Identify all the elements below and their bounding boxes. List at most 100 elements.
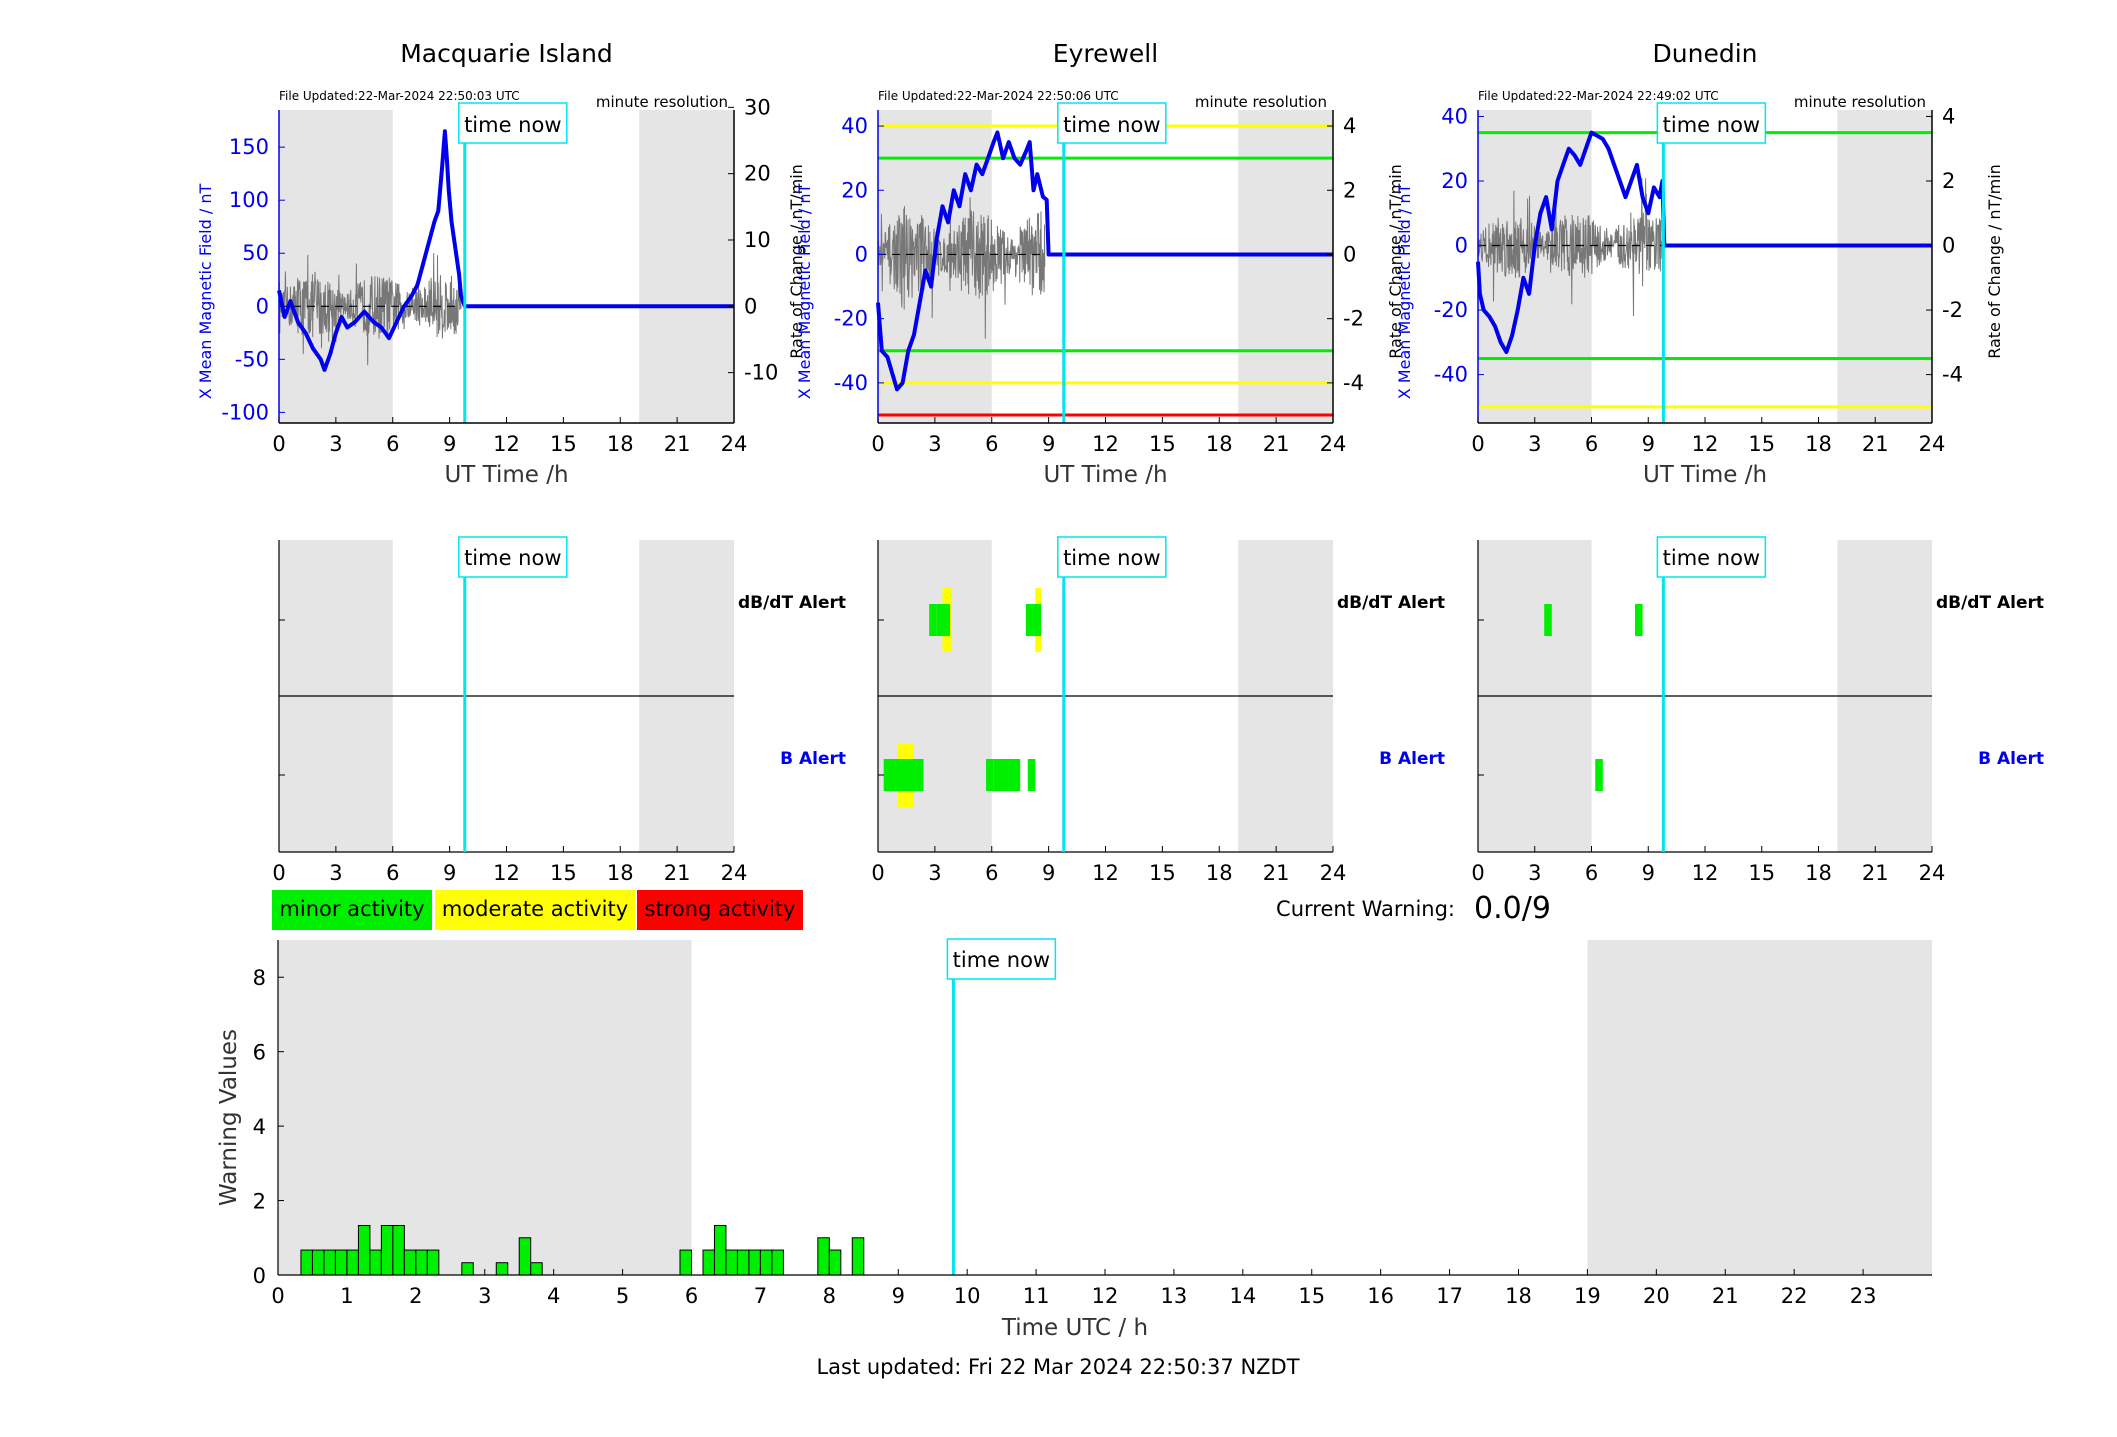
x-tick-label: 21 (1862, 432, 1889, 456)
time-now-box (458, 536, 568, 578)
y-right-tick-label: 20 (744, 162, 771, 186)
x-tick-label: 9 (892, 1284, 905, 1308)
resolution-text: minute resolution (1195, 93, 1327, 111)
x-tick-label: 18 (1505, 1284, 1532, 1308)
x-tick-label: 15 (1298, 1284, 1325, 1308)
alert-row-label: B Alert (780, 749, 846, 769)
x-tick-label: 0 (271, 1284, 284, 1308)
x-tick-label: 6 (1585, 432, 1598, 456)
x-tick-label: 3 (478, 1284, 491, 1308)
dbdt-alert-block (1635, 604, 1643, 636)
x-tick-label: 21 (1712, 1284, 1739, 1308)
y-tick-label: 0 (253, 1264, 266, 1288)
warning-bar (461, 1262, 474, 1276)
y-right-tick-label: 10 (744, 228, 771, 252)
x-tick-label: 21 (664, 861, 691, 885)
x-axis-label: UT Time /h (1643, 462, 1767, 488)
y-left-tick-label: 0 (1455, 234, 1468, 258)
y-left-tick-label: 20 (1441, 169, 1468, 193)
x-tick-label: 0 (272, 861, 285, 885)
x-tick-label: 5 (616, 1284, 629, 1308)
y-left-tick-label: -20 (834, 307, 868, 331)
x-tick-label: 19 (1574, 1284, 1601, 1308)
time-now-box (1656, 102, 1767, 144)
y-right-tick-label: 4 (1343, 114, 1356, 138)
y-right-tick-label: -4 (1942, 363, 1963, 387)
x-tick-label: 9 (1642, 861, 1655, 885)
dbdt-alert-block (936, 604, 951, 636)
x-tick-label: 22 (1781, 1284, 1808, 1308)
b-alert-block (1595, 759, 1603, 791)
warning-bar (403, 1249, 417, 1276)
b-alert-block (986, 759, 994, 791)
x-tick-label: 0 (1471, 861, 1484, 885)
warning-bar (346, 1249, 359, 1276)
y-tick-label: 8 (253, 966, 266, 990)
y-right-axis-label: Rate of Change / nT/min (1985, 164, 2004, 359)
warning-bar (851, 1237, 865, 1276)
night-band (1587, 940, 1932, 1275)
alert-row-label: dB/dT Alert (1936, 593, 2044, 613)
x-tick-label: 0 (871, 861, 884, 885)
x-tick-label: 15 (1748, 432, 1775, 456)
y-right-tick-label: -10 (744, 361, 778, 385)
warning-bar (311, 1249, 325, 1276)
x-tick-label: 12 (493, 432, 520, 456)
y-tick-label: 6 (253, 1041, 266, 1065)
y-left-tick-label: 100 (229, 188, 269, 212)
y-tick-label: 2 (253, 1190, 266, 1214)
y-left-tick-label: 40 (1441, 104, 1468, 128)
x-tick-label: 15 (1149, 861, 1176, 885)
x-tick-label: 10 (954, 1284, 981, 1308)
y-right-tick-label: -2 (1942, 298, 1963, 322)
dbdt-alert-block (929, 604, 937, 636)
x-tick-label: 12 (493, 861, 520, 885)
legend-strong-swatch (637, 890, 803, 930)
time-now-label: time now (1063, 113, 1160, 137)
x-tick-label: 14 (1229, 1284, 1256, 1308)
legend-minor-swatch (272, 890, 432, 930)
x-tick-label: 18 (1206, 432, 1233, 456)
dbdt-alert-block (1544, 604, 1552, 636)
x-tick-label: 3 (329, 432, 342, 456)
x-tick-label: 11 (1023, 1284, 1050, 1308)
x-tick-label: 15 (550, 861, 577, 885)
time-now-label: time now (1663, 546, 1760, 570)
y-left-tick-label: 50 (242, 241, 269, 265)
x-tick-label: 0 (272, 432, 285, 456)
y-left-tick-label: 150 (229, 135, 269, 159)
alert-panel-1: time now 0 3 6 9 12 15 18 21 24 dB/dT Alert B Alert (871, 536, 1445, 885)
x-tick-label: 15 (550, 432, 577, 456)
warning-bar (369, 1249, 382, 1276)
time-now-label: time now (1063, 546, 1160, 570)
x-tick-label: 9 (443, 861, 456, 885)
x-axis-label: UT Time /h (1043, 462, 1167, 488)
dbdt-alert-block (1033, 604, 1042, 636)
warning-bar (679, 1249, 692, 1276)
b-alert-block (993, 759, 1021, 791)
legend-moderate-swatch (435, 890, 635, 930)
warning-bar (530, 1262, 543, 1276)
alert-row-label: dB/dT Alert (738, 593, 846, 613)
x-tick-label: 24 (1919, 861, 1946, 885)
y-left-tick-label: -20 (1434, 298, 1468, 322)
x-tick-label: 9 (1042, 861, 1055, 885)
x-tick-label: 12 (1692, 861, 1719, 885)
x-tick-label: 6 (1585, 861, 1598, 885)
alert-row-label: dB/dT Alert (1337, 593, 1445, 613)
x-tick-label: 12 (1092, 1284, 1119, 1308)
x-tick-label: 3 (1528, 861, 1541, 885)
x-tick-label: 12 (1092, 432, 1119, 456)
night-band (278, 940, 692, 1275)
y-axis-label: Warning Values (216, 1029, 242, 1206)
x-tick-label: 1 (340, 1284, 353, 1308)
alert-panel-2: time now 0 3 6 9 12 15 18 21 24 dB/dT Alert B Alert (1471, 536, 2044, 885)
x-tick-label: 24 (721, 861, 748, 885)
x-tick-label: 24 (1320, 861, 1347, 885)
y-left-tick-label: 0 (855, 242, 868, 266)
file-updated-text: File Updated:22-Mar-2024 22:49:02 UTC (1478, 89, 1719, 103)
y-tick-label: 4 (253, 1115, 266, 1139)
x-tick-label: 17 (1436, 1284, 1463, 1308)
night-band (639, 110, 734, 423)
rate-of-change-series (877, 197, 1046, 339)
